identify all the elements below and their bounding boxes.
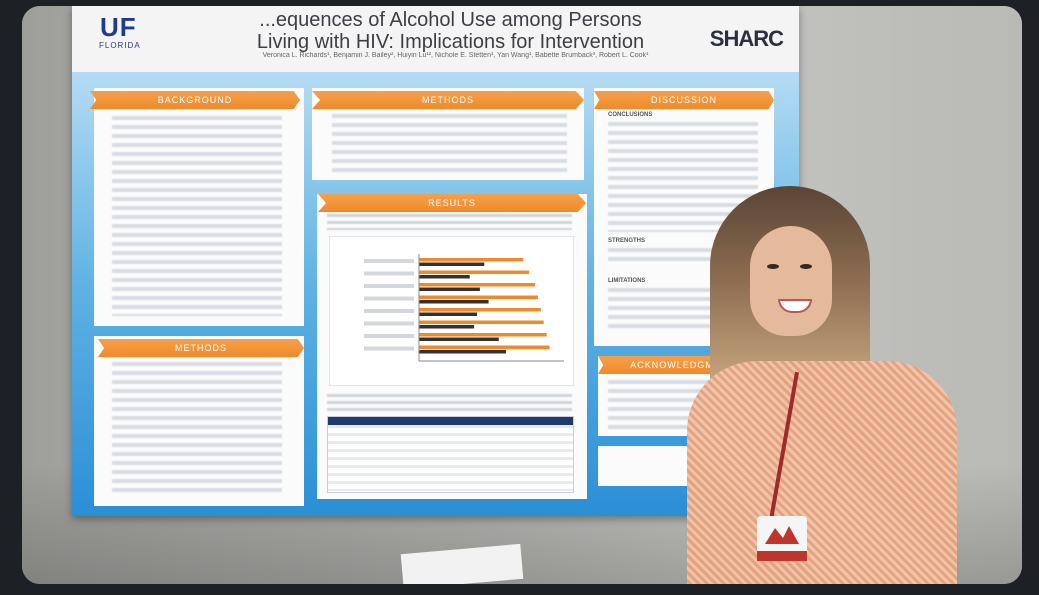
chart-category-label-3 <box>364 284 414 288</box>
uf-logo: UF <box>100 12 137 42</box>
methods-bottom-panel <box>94 336 304 506</box>
chart-category-label-4 <box>364 296 414 301</box>
photo-frame: UF FLORIDA ...equences of Alcohol Use am… <box>22 6 1022 584</box>
chart-bar-s2-6 <box>419 325 475 329</box>
chart-bar-s2-5 <box>419 312 477 316</box>
results-panel <box>317 194 587 499</box>
poster-header: UF FLORIDA ...equences of Alcohol Use am… <box>72 6 799 72</box>
results-table-body <box>328 425 573 491</box>
chart-bar-s1-2 <box>419 270 530 274</box>
methods-top-header: METHODS <box>312 91 584 109</box>
results-table-header <box>328 417 573 425</box>
poster-title-line2: Living with HIV: Implications for Interv… <box>256 31 645 53</box>
presenter-right-eye <box>800 264 812 269</box>
uf-logo-subtitle: FLORIDA <box>99 41 141 50</box>
presenter-person <box>672 186 972 584</box>
results-table <box>327 416 574 493</box>
chart-bar-s1-1 <box>419 258 524 262</box>
chart-bar-s2-4 <box>419 300 489 304</box>
presenter-left-eye <box>767 264 779 269</box>
chart-bar-s1-4 <box>419 295 538 299</box>
poster-title: ...equences of Alcohol Use among Persons… <box>222 9 679 53</box>
chart-category-label-1 <box>364 259 414 263</box>
discussion-subhead-conclusions: CONCLUSIONS <box>608 112 653 118</box>
chart-category-label-8 <box>364 346 414 351</box>
methods-bottom-header: METHODS <box>98 339 304 357</box>
chart-bar-s1-7 <box>419 333 547 337</box>
chart-bar-s2-3 <box>419 287 480 291</box>
presenter-face <box>750 226 832 336</box>
discussion-subhead-strengths: STRENGTHS <box>608 238 646 244</box>
results-text <box>327 394 572 412</box>
sharc-logo: SHARC <box>709 26 784 51</box>
chart-bar-s2-8 <box>419 350 506 354</box>
name-badge <box>757 516 807 561</box>
results-header: RESULTS <box>318 194 586 212</box>
chart-bar-s2-7 <box>419 337 499 341</box>
results-bar-chart <box>329 236 574 386</box>
chart-category-label-2 <box>364 271 414 276</box>
discussion-subhead-limitations: LIMITATIONS <box>608 278 646 284</box>
badge-strip <box>757 551 807 561</box>
research-poster: UF FLORIDA ...equences of Alcohol Use am… <box>72 6 799 516</box>
poster-authors: Veronica L. Richards¹, Benjamin J. Baile… <box>262 52 649 59</box>
figure-caption <box>327 214 572 230</box>
presenter-blouse <box>687 361 957 584</box>
poster-title-line1: ...equences of Alcohol Use among Persons <box>259 9 642 31</box>
chart-bar-s1-6 <box>419 320 544 324</box>
chart-bar-s1-5 <box>419 308 541 312</box>
discussion-header: DISCUSSION <box>594 91 774 109</box>
chart-category-label-7 <box>364 334 414 338</box>
methods-top-text <box>332 114 567 174</box>
chart-bar-s1-8 <box>419 345 550 349</box>
chart-category-label-5 <box>364 309 414 313</box>
chart-bar-s1-3 <box>419 283 535 287</box>
badge-logo-icon <box>765 526 799 544</box>
methods-bottom-text <box>112 362 282 497</box>
chart-category-label-6 <box>364 321 414 326</box>
chart-bar-s2-2 <box>419 275 470 279</box>
background-header: BACKGROUND <box>90 91 300 109</box>
background-panel <box>94 88 304 326</box>
chart-bars <box>364 258 550 354</box>
chart-bar-s2-1 <box>419 262 485 266</box>
background-text <box>112 116 282 316</box>
